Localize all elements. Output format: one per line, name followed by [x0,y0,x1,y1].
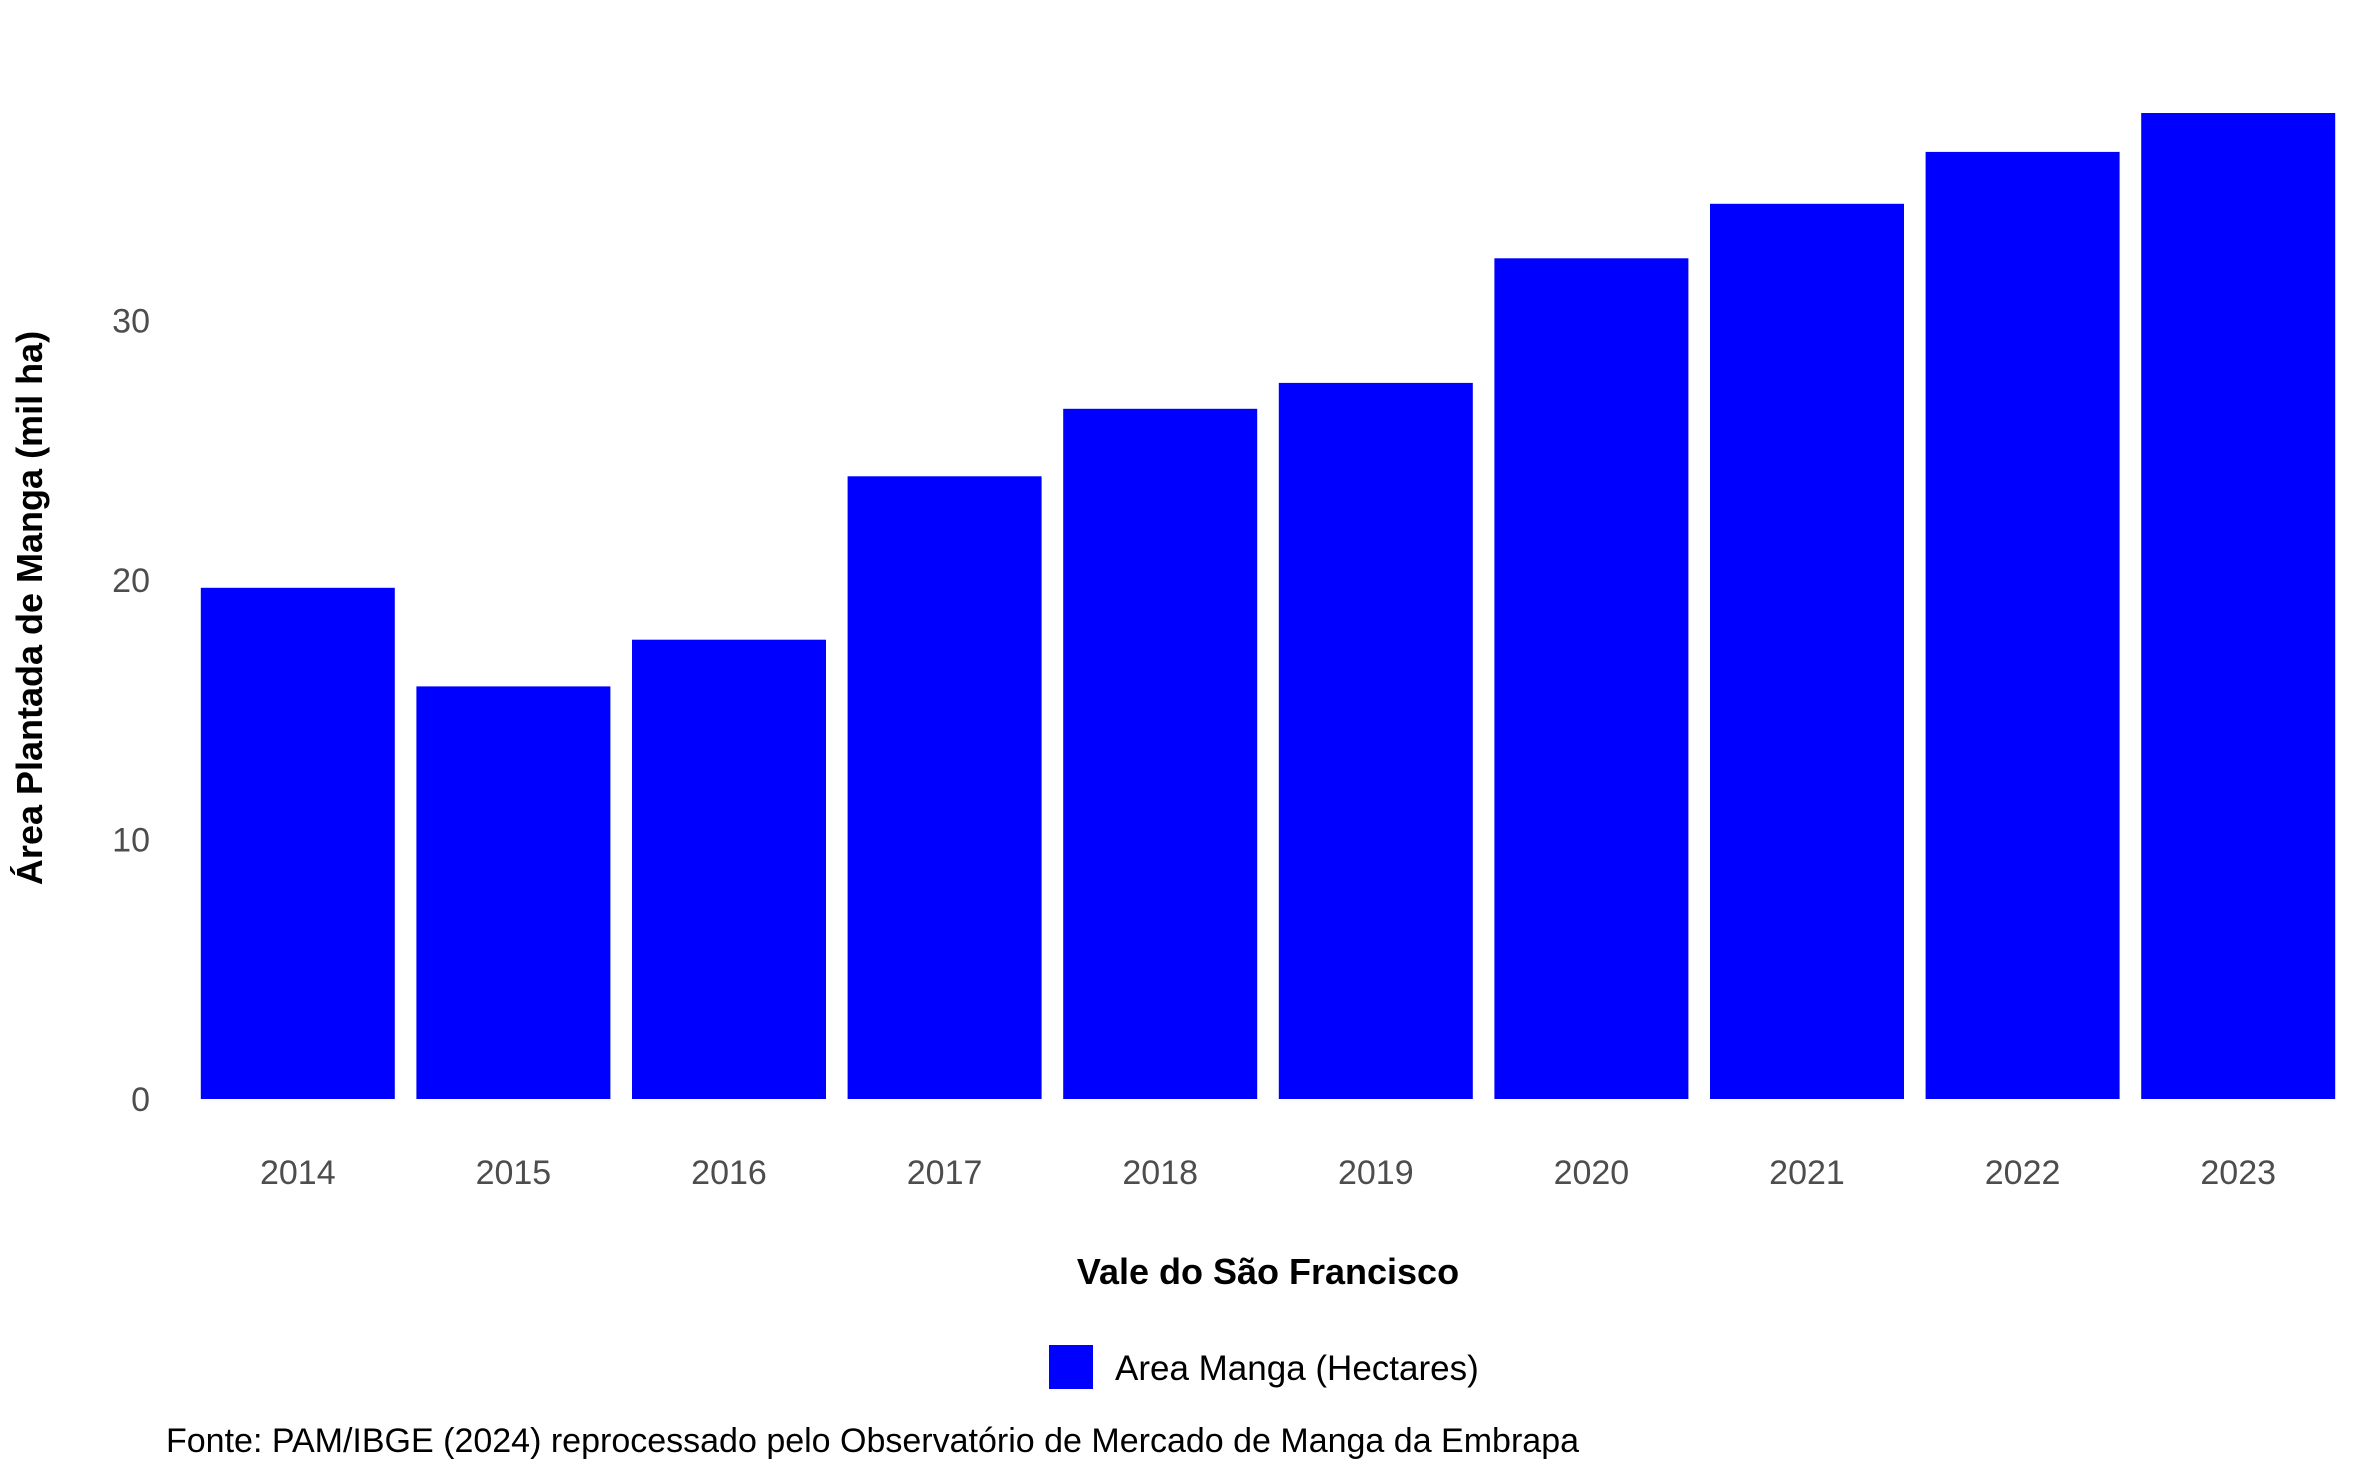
legend: Area Manga (Hectares) [1049,1345,1479,1389]
bar-2023 [2141,113,2336,1099]
bar-2017 [847,476,1042,1099]
x-tick-label: 2021 [1769,1154,1845,1192]
x-tick-label: 2022 [1985,1154,2061,1192]
bar-2018 [1063,408,1258,1099]
x-tick-label: 2014 [260,1154,336,1192]
x-tick-label: 2016 [691,1154,767,1192]
source-caption: Fonte: PAM/IBGE (2024) reprocessado pelo… [166,1422,1579,1460]
x-axis-title: Vale do São Francisco [1077,1251,1459,1292]
bar-2019 [1278,382,1473,1099]
y-tick-label: 0 [131,1081,150,1119]
legend-swatch [1049,1345,1093,1389]
y-axis-ticks: 0 10 20 30 [112,303,150,1119]
bar-2014 [200,587,395,1099]
x-tick-label: 2017 [907,1154,983,1192]
x-tick-label: 2020 [1554,1154,1630,1192]
x-tick-label: 2023 [2200,1154,2276,1192]
x-axis-ticks: 2014 2015 2016 2017 2018 2019 2020 2021 2022 2023 [260,1154,2276,1192]
legend-label: Area Manga (Hectares) [1115,1349,1479,1388]
y-tick-label: 30 [112,303,150,341]
bar-2016 [632,639,826,1099]
y-tick-label: 10 [112,822,150,860]
bar-2015 [416,686,611,1099]
y-tick-label: 20 [112,562,150,600]
x-tick-label: 2019 [1338,1154,1414,1192]
y-axis-title: Área Plantada de Manga (mil ha) [9,331,50,885]
x-tick-label: 2018 [1122,1154,1198,1192]
x-tick-label: 2015 [476,1154,552,1192]
bars-group [200,113,2336,1100]
bar-2020 [1494,258,1689,1099]
bar-2021 [1710,203,1904,1100]
bar-2022 [1925,151,2120,1099]
